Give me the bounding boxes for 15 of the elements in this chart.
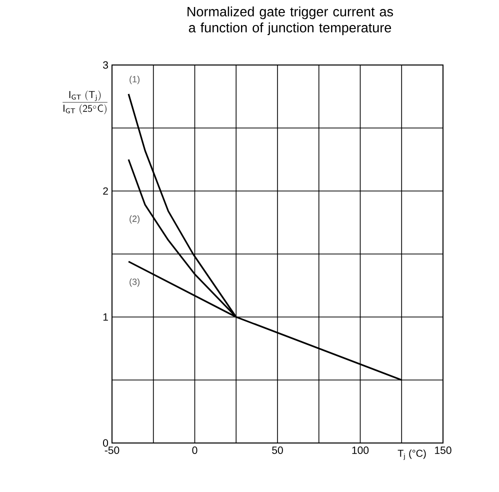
x-tick-label: 100 (352, 446, 369, 454)
y-tick-label: 2 (103, 187, 108, 195)
x-axis-title: T$_{j}$ (°C) (398, 450, 426, 460)
y-tick-label: 1 (103, 313, 108, 321)
y-axis-title: $\frac{\mathsf{I_{GT}\ (T_j)}}{\mathsf{I_{GT}\ (25^{\circ}C)}}$ (62, 90, 108, 114)
annotation: (2) (130, 215, 140, 224)
x-tick-label: 150 (435, 446, 452, 454)
x-tick-label: 50 (272, 446, 283, 454)
y-tick-label: 3 (103, 61, 108, 69)
x-tick-label: -50 (104, 446, 120, 454)
annotation: (1) (130, 76, 140, 84)
y-tick-label: 0 (103, 439, 108, 447)
x-tick-label: 0 (192, 446, 198, 454)
chart-title: Normalized gate trigger current as a function of junction temperature (188, 6, 394, 36)
annotation: (3) (130, 278, 140, 287)
